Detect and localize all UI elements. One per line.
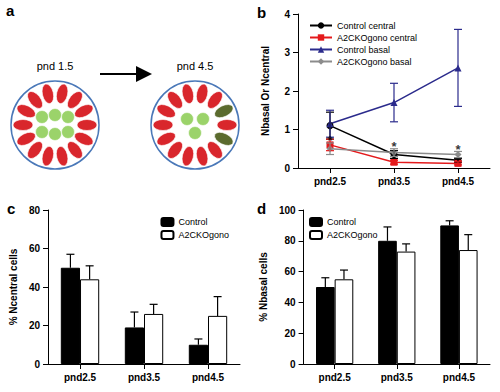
svg-text:100: 100	[279, 205, 296, 216]
svg-text:pnd2.5: pnd2.5	[64, 372, 97, 383]
svg-text:0: 0	[284, 163, 290, 174]
svg-text:*: *	[455, 142, 461, 157]
svg-text:d: d	[257, 200, 266, 217]
svg-text:A2CKOgono: A2CKOgono	[327, 230, 378, 240]
svg-text:60: 60	[284, 266, 296, 277]
svg-text:80: 80	[29, 205, 41, 216]
svg-text:pnd2.5: pnd2.5	[319, 372, 352, 383]
svg-text:1: 1	[284, 124, 290, 135]
svg-text:4: 4	[284, 9, 290, 20]
svg-text:A2CKOgono central: A2CKOgono central	[337, 33, 417, 43]
svg-text:b: b	[257, 4, 266, 21]
svg-text:Control basal: Control basal	[337, 45, 390, 55]
svg-text:A2CKOgono basal: A2CKOgono basal	[337, 57, 412, 67]
svg-text:60: 60	[29, 243, 41, 254]
svg-text:Control: Control	[327, 217, 356, 227]
svg-text:Control: Control	[178, 217, 207, 227]
svg-text:80: 80	[284, 235, 296, 246]
svg-text:pnd 4.5: pnd 4.5	[177, 60, 214, 72]
svg-text:40: 40	[29, 282, 41, 293]
svg-text:Nbasal Or Ncentral: Nbasal Or Ncentral	[260, 46, 271, 136]
svg-text:*: *	[391, 139, 397, 154]
svg-text:20: 20	[284, 328, 296, 339]
svg-text:pnd2.5: pnd2.5	[314, 176, 347, 187]
svg-text:% Ncentral cells: % Ncentral cells	[8, 248, 19, 325]
svg-text:20: 20	[29, 320, 41, 331]
svg-text:pnd4.5: pnd4.5	[192, 372, 225, 383]
svg-text:pnd 1.5: pnd 1.5	[37, 60, 74, 72]
svg-text:0: 0	[34, 359, 40, 370]
svg-text:pnd3.5: pnd3.5	[381, 372, 414, 383]
svg-text:pnd3.5: pnd3.5	[128, 372, 161, 383]
svg-text:40: 40	[284, 297, 296, 308]
svg-text:pnd4.5: pnd4.5	[443, 372, 476, 383]
svg-text:pnd4.5: pnd4.5	[442, 176, 475, 187]
svg-text:3: 3	[284, 47, 290, 58]
svg-text:Control central: Control central	[337, 21, 396, 31]
svg-text:2: 2	[284, 86, 290, 97]
svg-text:0: 0	[290, 359, 296, 370]
svg-text:A2CKOgono: A2CKOgono	[178, 230, 229, 240]
svg-text:pnd3.5: pnd3.5	[378, 176, 411, 187]
svg-text:c: c	[7, 200, 15, 217]
svg-text:a: a	[6, 2, 15, 19]
svg-text:*: *	[327, 133, 333, 148]
svg-text:% Nbasal cells: % Nbasal cells	[258, 252, 269, 322]
